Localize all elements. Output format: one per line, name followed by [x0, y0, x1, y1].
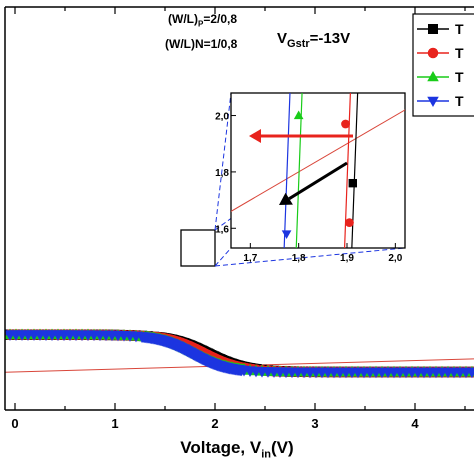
x-axis-label-unit: (V): [271, 438, 294, 457]
legend-box: [412, 13, 474, 117]
wl-p-text: (W/L): [168, 12, 198, 26]
legend-entry: T: [417, 69, 464, 85]
legend-label: T: [455, 21, 464, 37]
inset-x-tick-label: 2,0: [388, 253, 402, 264]
inset-plot-area: [231, 93, 405, 248]
x-tick-label: 3: [311, 416, 318, 431]
wl-p-sub: P: [197, 19, 204, 29]
series-4: [5, 330, 474, 379]
inset-series-2-marker: [341, 119, 350, 129]
legend-marker: [427, 47, 439, 59]
x-tick-label: 0: [11, 416, 18, 431]
zoom-connector-line: [214, 92, 232, 231]
x-axis-label-text: Voltage, V: [180, 438, 262, 457]
vgstr-annotation: VGstr=-13V: [277, 30, 350, 50]
inset-series-2-marker: [345, 218, 354, 228]
legend-entry: T: [417, 45, 464, 61]
inset-arrow-left: [249, 129, 353, 143]
zoom-connector-line: [214, 247, 232, 267]
inset-series-4-curve: [283, 93, 291, 248]
inset-x-tick-label: 1,7: [243, 253, 257, 264]
inset-unity-line: [231, 109, 405, 212]
inset-y-tick-label: 1,8: [215, 168, 229, 179]
legend-marker: [427, 96, 439, 107]
wl-p-value: =2/0,8: [203, 12, 238, 26]
inset-frame: [230, 92, 406, 249]
vgstr-text: V: [277, 30, 288, 47]
legend-entry: T: [417, 21, 464, 37]
inset-arrow-down-left: [279, 161, 348, 205]
wl-p-annotation: (W/L)P=2/0,8: [168, 12, 237, 28]
series-4-marker: [466, 367, 474, 379]
inset-x-tick-label: 1,8: [292, 253, 306, 264]
legend-marker: [428, 24, 438, 34]
wl-n-text: (W/L)N=1/0,8: [165, 37, 238, 51]
inset-series-1-marker: [348, 178, 357, 188]
inset-y-tick-label: 1,6: [215, 224, 229, 235]
vgstr-value: =-13V: [309, 30, 351, 47]
inset-series-3-marker: [293, 110, 304, 120]
x-tick-label: 4: [411, 416, 419, 431]
legend-label: T: [455, 69, 464, 85]
inset-x-tick-label: 1,9: [340, 253, 354, 264]
legend-label: T: [455, 45, 464, 61]
inset-y-tick-label: 2,0: [215, 112, 229, 123]
legend-marker: [427, 71, 439, 82]
vgstr-sub: Gstr: [287, 38, 310, 50]
x-axis-label: Voltage, Vin(V): [0, 438, 474, 460]
legend-label: T: [455, 93, 464, 109]
wl-n-annotation: (W/L)N=1/0,8: [165, 37, 237, 51]
x-tick-label: 1: [111, 416, 118, 431]
x-axis-label-sub: in: [261, 448, 272, 461]
zoom-region-box: [180, 229, 216, 267]
series-4-marker: [235, 365, 248, 377]
inset-series-4-marker: [281, 230, 292, 239]
legend-entry: T: [417, 93, 464, 109]
x-tick-label: 2: [211, 416, 218, 431]
